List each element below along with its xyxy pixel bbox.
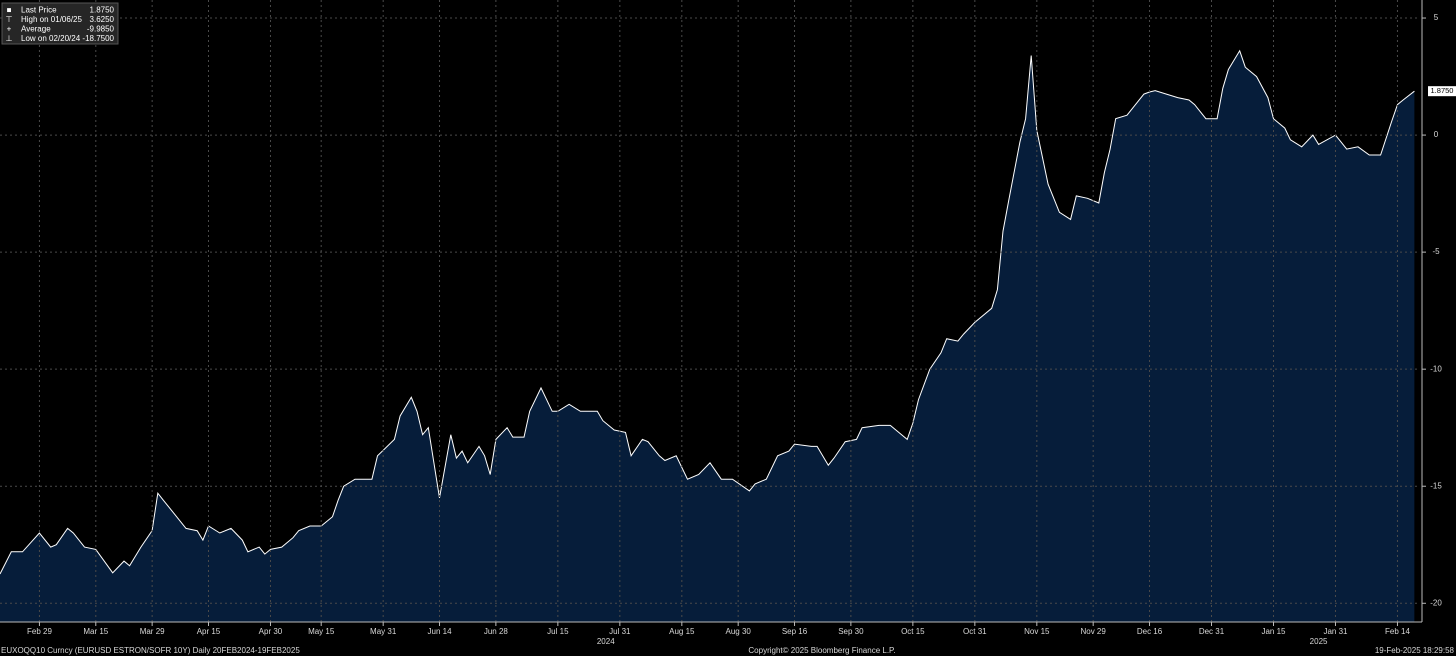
last-price-tag [1428,86,1456,97]
x-tick-label: Jun 28 [484,627,509,636]
x-tick-label: Nov 15 [1024,627,1050,636]
x-tick-label: Jul 31 [609,627,631,636]
y-tick-label: -5 [1432,247,1440,256]
x-tick-label: Sep 16 [782,627,808,636]
x-tick-label: Aug 30 [725,627,751,636]
x-tick-label: Feb 14 [1385,627,1410,636]
legend-icon: ■ [7,6,12,15]
line [0,49,1415,575]
x-tick-label: Feb 29 [27,627,52,636]
legend-icon: ⊤ [6,15,13,24]
x-tick-label: Apr 30 [259,627,283,636]
x-tick-label: May 15 [308,627,335,636]
legend-box [1,2,119,45]
legend-value: -18.7500 [82,34,114,43]
footer-right: 19-Feb-2025 18:29:58 [1375,646,1455,655]
x-tick-label: Jun 14 [428,627,453,636]
legend-icon: + [7,25,12,34]
x-tick-label: Sep 30 [838,627,864,636]
x-tick-label: Aug 15 [669,627,695,636]
legend-label: Low on 02/20/24 [21,34,81,43]
footer-left: EUXOQQ10 Curncy (EURUSD ESTRON/SOFR 10Y)… [1,646,300,655]
y-tick-label: -10 [1430,364,1442,373]
x-tick-label: Nov 29 [1080,627,1106,636]
y-tick-label: -20 [1430,598,1442,607]
legend-value: 3.6250 [90,15,115,24]
x-tick-label: Mar 29 [140,627,165,636]
x-tick-label: Jul 15 [547,627,569,636]
x-tick-label: May 31 [370,627,397,636]
legend-value: 1.8750 [90,6,115,15]
legend-icon: ⊥ [6,34,13,43]
y-tick-label: 5 [1434,13,1439,22]
y-tick-label: 0 [1434,130,1439,139]
x-tick-label: Oct 15 [901,627,925,636]
legend-label: High on 01/06/25 [21,15,82,24]
area [0,50,1415,623]
year-label: 2025 [1310,637,1328,646]
x-tick-label: Oct 31 [963,627,987,636]
year-label: 2024 [597,637,615,646]
footer-center: Copyright© 2025 Bloomberg Finance L.P. [748,646,895,655]
x-tick-label: Dec 16 [1137,627,1163,636]
legend-label: Average [21,25,51,34]
x-tick-label: Apr 15 [197,627,221,636]
legend-value: -9.9850 [87,25,115,34]
x-tick-label: Mar 15 [83,627,108,636]
last-price-label: 1.8750 [1431,86,1454,95]
y-tick-label: -15 [1430,481,1442,490]
x-tick-label: Jan 31 [1323,627,1348,636]
legend-label: Last Price [21,6,57,15]
x-tick-label: Dec 31 [1199,627,1225,636]
x-tick-label: Jan 15 [1261,627,1286,636]
